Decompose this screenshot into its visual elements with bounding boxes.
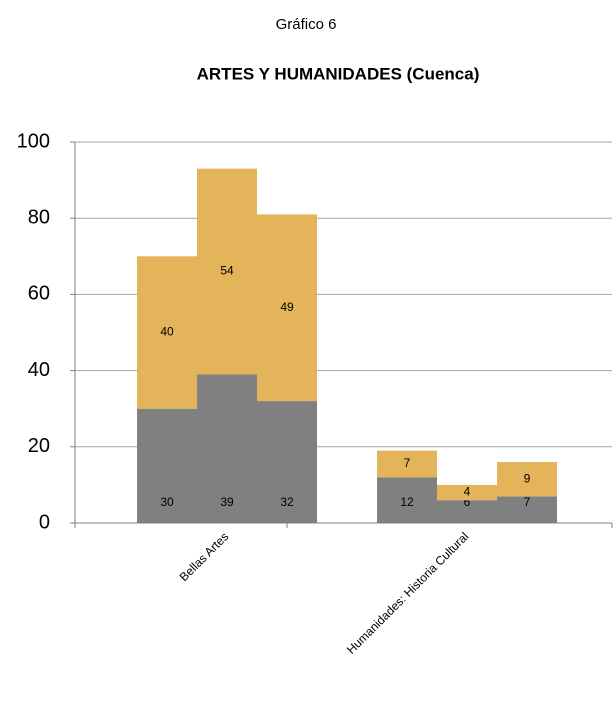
data-label: 6 (464, 495, 471, 509)
bar-segment (257, 401, 317, 523)
chart-title: ARTES Y HUMANIDADES (Cuenca) (197, 64, 480, 83)
y-tick-label: 60 (28, 283, 50, 305)
y-tick-label: 80 (28, 206, 50, 228)
data-label: 9 (524, 471, 531, 485)
data-label: 32 (280, 495, 294, 509)
bar-segment (257, 214, 317, 402)
y-tick-label: 40 (28, 359, 50, 381)
data-label: 30 (160, 495, 174, 509)
bar-segment (197, 168, 257, 375)
chart-heading: Gráfico 6 (276, 16, 337, 33)
data-label: 54 (220, 264, 234, 278)
data-label: 12 (400, 495, 414, 509)
bar-segment (437, 500, 497, 523)
y-tick-label: 0 (39, 511, 50, 533)
bar-segment (197, 374, 257, 523)
bar-segment (137, 408, 197, 523)
y-tick-label: 100 (17, 130, 50, 152)
y-tick-label: 20 (28, 435, 50, 457)
x-tick-label: Bellas Artes (177, 529, 232, 584)
bar-segment (497, 496, 557, 523)
data-label: 4 (464, 485, 471, 499)
data-label: 7 (524, 495, 531, 509)
bar-segment (137, 256, 197, 409)
data-label: 7 (404, 456, 411, 470)
bar-segment (437, 484, 497, 501)
bar-segment (497, 462, 557, 497)
data-label: 39 (220, 495, 234, 509)
data-label: 40 (160, 325, 174, 339)
data-label: 49 (280, 300, 294, 314)
bar-segment (377, 477, 437, 523)
bar-segment (377, 450, 437, 478)
x-tick-label: Humanidades: Historia Cultural (344, 529, 471, 656)
